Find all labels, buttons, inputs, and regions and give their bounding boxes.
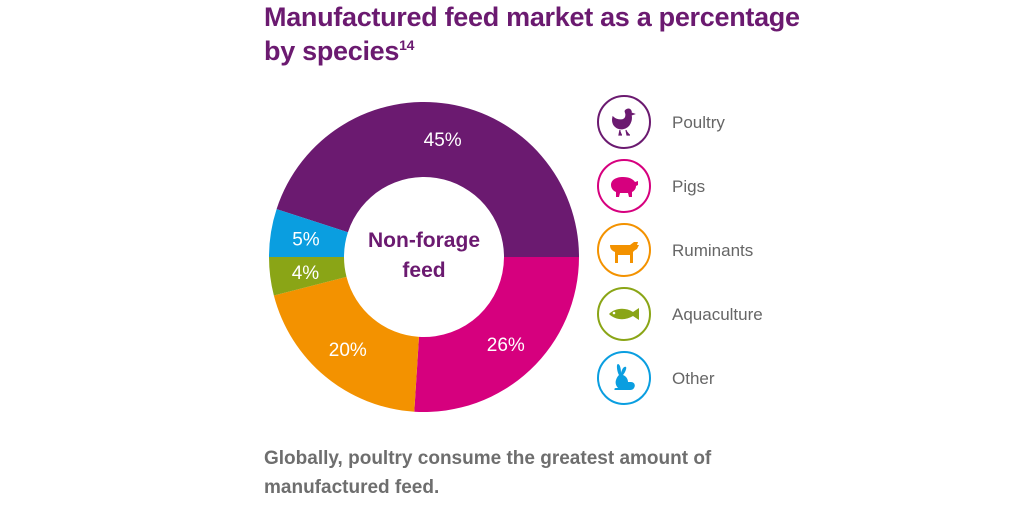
chart-title: Manufactured feed market as a percentage… bbox=[264, 0, 824, 68]
legend-label-poultry: Poultry bbox=[672, 113, 725, 132]
slice-label-ruminants: 20% bbox=[329, 340, 367, 361]
legend-circle-poultry bbox=[597, 95, 651, 149]
center-label-line-2: feed bbox=[402, 259, 445, 282]
legend-item-poultry: Poultry bbox=[597, 95, 857, 151]
pig-icon bbox=[611, 177, 638, 197]
slice-label-poultry: 45% bbox=[424, 130, 462, 151]
legend-label-other: Other bbox=[672, 369, 715, 388]
slice-label-aquaculture: 4% bbox=[292, 263, 320, 284]
legend-label-pigs: Pigs bbox=[672, 177, 706, 196]
fish-icon bbox=[609, 308, 639, 320]
legend-circle-other bbox=[597, 351, 651, 405]
legend-circle-ruminants bbox=[597, 223, 651, 277]
legend-item-pigs: Pigs bbox=[597, 159, 857, 215]
caption: Globally, poultry consume the greatest a… bbox=[264, 448, 712, 498]
legend-item-aquaculture: Aquaculture bbox=[597, 287, 857, 343]
slice-label-other: 5% bbox=[292, 229, 320, 250]
slice-aquaculture bbox=[269, 257, 347, 296]
chart-title-text: Manufactured feed market as a percentage… bbox=[264, 2, 800, 66]
legend-item-ruminants: Ruminants bbox=[597, 223, 857, 279]
legend-item-other: Other bbox=[597, 351, 857, 407]
slice-pigs bbox=[414, 257, 579, 413]
slice-label-pigs: 26% bbox=[487, 335, 525, 356]
legend-circle-aquaculture bbox=[597, 287, 651, 341]
slice-ruminants bbox=[273, 276, 419, 412]
rabbit-icon bbox=[614, 364, 635, 390]
legend-circle-pigs bbox=[597, 159, 651, 213]
slice-poultry bbox=[276, 101, 579, 257]
legend-label-aquaculture: Aquaculture bbox=[672, 305, 763, 324]
center-label-line-1: Non-forage bbox=[368, 229, 480, 252]
slice-other bbox=[269, 209, 348, 257]
title-footnote-ref: 14 bbox=[399, 37, 415, 53]
cow-icon bbox=[610, 242, 639, 263]
chicken-icon bbox=[612, 108, 636, 136]
legend-label-ruminants: Ruminants bbox=[672, 241, 754, 260]
